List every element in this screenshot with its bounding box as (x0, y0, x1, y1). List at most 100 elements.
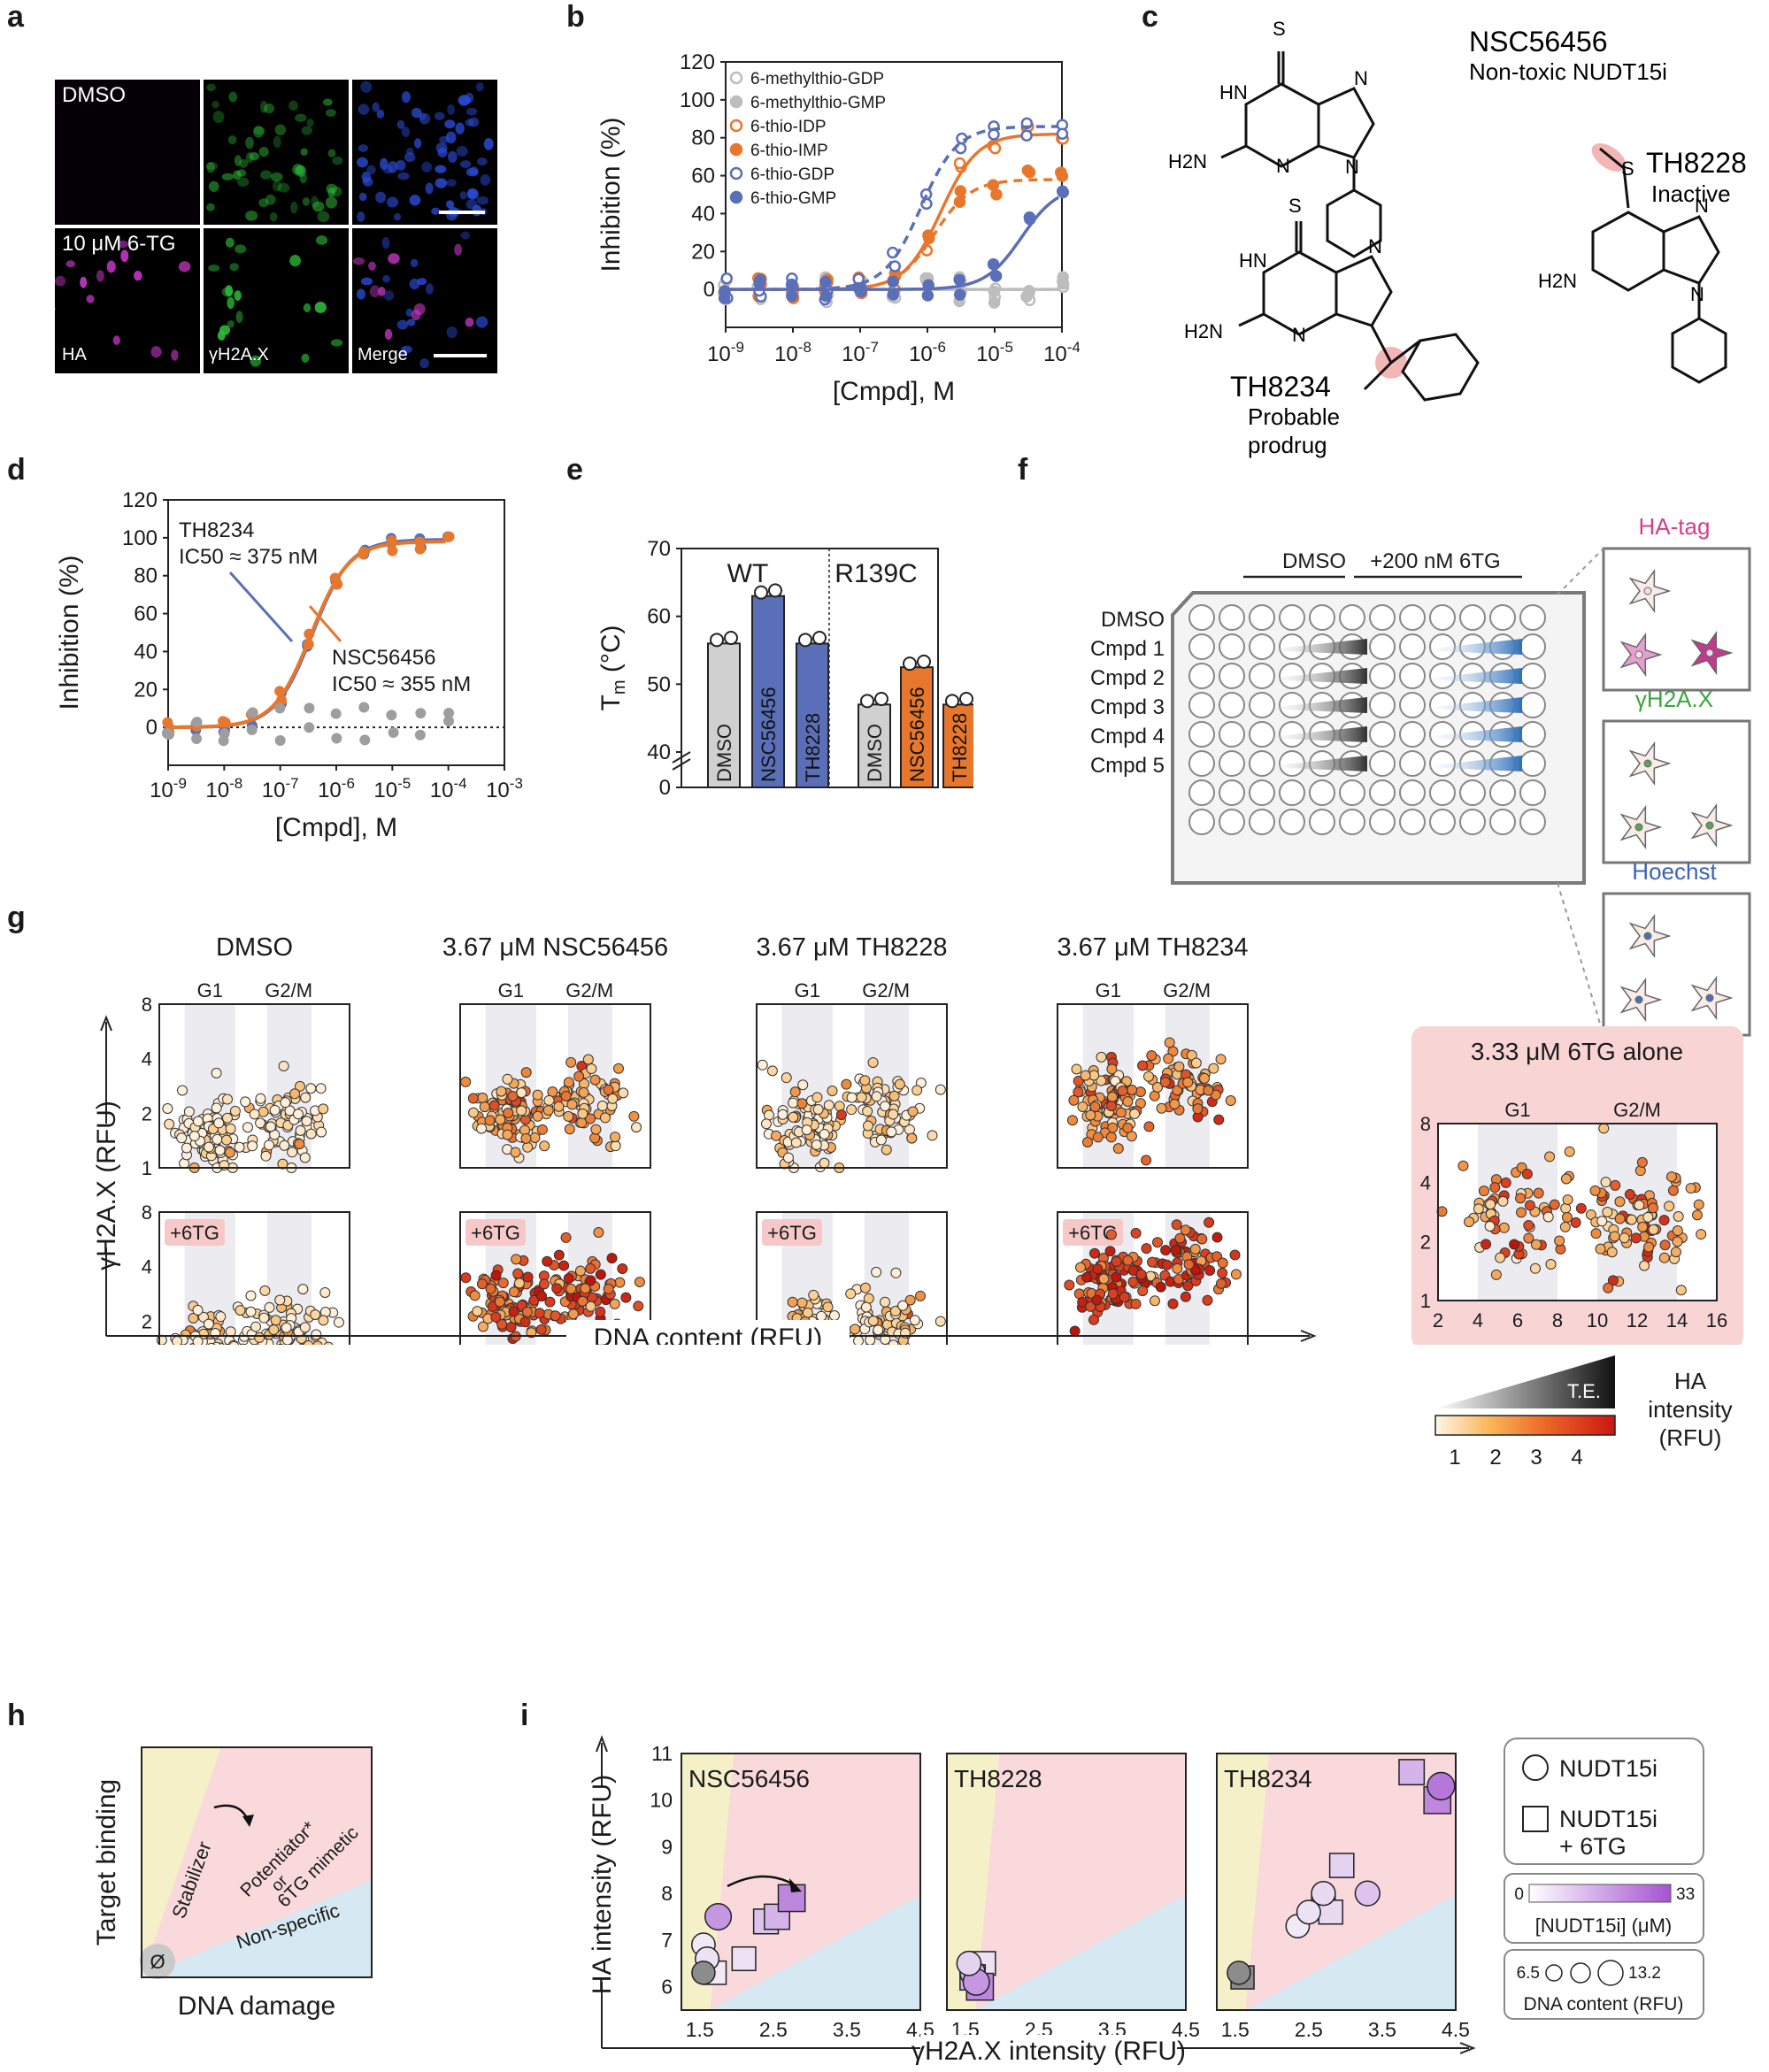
cell-nucleus (382, 164, 394, 174)
scatter-point (1147, 1256, 1158, 1268)
cell-nucleus (465, 167, 479, 177)
x-tick-label: 4.5 (1442, 2018, 1470, 2041)
scatter-point (526, 1327, 537, 1339)
panel-f-plate: DMSO +200 nM 6TG DMSO Cmpd 1 Cmpd 2 Cmpd 3 Cmp… (1090, 513, 1751, 1037)
scatter-point (225, 1123, 236, 1134)
panel-title: NSC56456 (688, 1765, 810, 1792)
dose-gradient (1261, 639, 1367, 655)
scatter-point (315, 1083, 327, 1094)
cell-nucleus (106, 260, 116, 273)
dose-gradient-6tg (1416, 756, 1522, 771)
cell-nucleus (1705, 821, 1714, 830)
cell-nucleus (431, 207, 440, 215)
scatter-point (1515, 1193, 1527, 1204)
scatter-point (609, 1298, 620, 1309)
data-point-6-thio-GMP (953, 288, 966, 301)
cell-nucleus (295, 113, 307, 122)
legend-marker (729, 166, 743, 180)
scatter-point (1135, 1269, 1147, 1280)
plot-frame (1216, 1753, 1457, 2011)
cell-nucleus (410, 258, 419, 267)
scatter-point (1675, 1285, 1687, 1296)
well (1459, 779, 1486, 806)
y-tick-label: 20 (134, 678, 158, 702)
scatter-point (1071, 1063, 1082, 1075)
x-tick-label: 10-7 (842, 339, 879, 366)
scatter-point (467, 1107, 479, 1118)
scatter-point (1659, 1239, 1671, 1251)
well (1188, 663, 1215, 689)
x-tick-label: 10-8 (774, 339, 811, 366)
y-tick-label: 11 (651, 1742, 673, 1765)
colorbar-label: HA (1674, 1368, 1707, 1394)
stain-box (1602, 892, 1751, 1037)
cell-nucleus (314, 301, 327, 313)
scatter-point (1096, 1051, 1107, 1063)
plot-frame (141, 1746, 373, 1978)
colorbar-tick: 4 (1571, 1446, 1582, 1470)
bar-label: TH8228 (802, 713, 824, 782)
scatter-point (573, 1071, 585, 1082)
cell-nucleus (86, 295, 95, 303)
scatter-point (228, 1340, 240, 1345)
nsc56456-note: Non-toxic NUDT15i (1469, 58, 1667, 85)
scatter-point (301, 1116, 312, 1127)
scatter-point (1203, 1085, 1214, 1096)
scatter-point (1115, 1107, 1127, 1118)
scatter-point (862, 1106, 873, 1117)
cell-nucleus (253, 126, 265, 138)
legend-label-square-2: + 6TG (1559, 1833, 1627, 1860)
marker-circle (1296, 1899, 1321, 1925)
cell-nucleus (245, 210, 258, 221)
scatter-point (880, 1333, 891, 1345)
data-point-NSC56456 (162, 717, 173, 728)
well (1369, 604, 1396, 631)
x-tick-exponent: -9 (173, 775, 187, 792)
x-tick-label: 1.5 (1221, 2018, 1250, 2041)
data-point-6-thio-GMP (887, 275, 899, 288)
y-tick-label: 100 (122, 526, 158, 550)
data-point-6-thio-GMP (921, 289, 934, 302)
well (1249, 809, 1275, 835)
scatter-point (610, 1140, 621, 1152)
cell-nucleus (225, 237, 235, 248)
well (1339, 779, 1365, 806)
cell-nucleus (250, 355, 262, 367)
scatter-point (538, 1278, 550, 1290)
scatter-point (563, 1077, 574, 1088)
y-tick-label: 4 (142, 1256, 152, 1278)
scatter-point (888, 1109, 899, 1120)
scatter-point (593, 1227, 604, 1239)
colorbar-label: (RFU) (1659, 1424, 1722, 1451)
scatter-point (1596, 1216, 1608, 1227)
scatter-point (1530, 1239, 1542, 1250)
legend-marker (729, 190, 743, 204)
dose-gradient-6tg (1416, 697, 1522, 713)
well (1249, 750, 1275, 777)
data-point-6-thio-GDP (1056, 127, 1069, 141)
cell-nucleus (409, 195, 421, 206)
x-tick-label: 4 (1473, 1309, 1483, 1331)
scatter-point (1614, 1196, 1626, 1208)
scatter-point (1500, 1177, 1511, 1188)
replicate-point (874, 692, 888, 707)
scatter-point (551, 1283, 563, 1294)
x-tick-exponent: -4 (453, 775, 466, 792)
cell-nucleus (290, 201, 298, 214)
cell-nucleus (208, 180, 219, 192)
scatter-point (565, 1056, 577, 1068)
scatter-point (215, 1311, 227, 1323)
panel-title: TH8234 (1224, 1765, 1312, 1792)
scatter-point (1490, 1269, 1502, 1280)
cell-nucleus (260, 170, 272, 180)
cell-nucleus (245, 136, 254, 150)
scatter-point (1088, 1247, 1100, 1259)
scatter-point (873, 1324, 884, 1336)
scatter-point (1111, 1255, 1122, 1267)
scatter-point (1624, 1189, 1635, 1201)
legend-marker (729, 142, 743, 157)
scatter-point (312, 1340, 323, 1345)
y-axis-label-sub: m (610, 679, 629, 695)
cell-nucleus (292, 164, 304, 176)
